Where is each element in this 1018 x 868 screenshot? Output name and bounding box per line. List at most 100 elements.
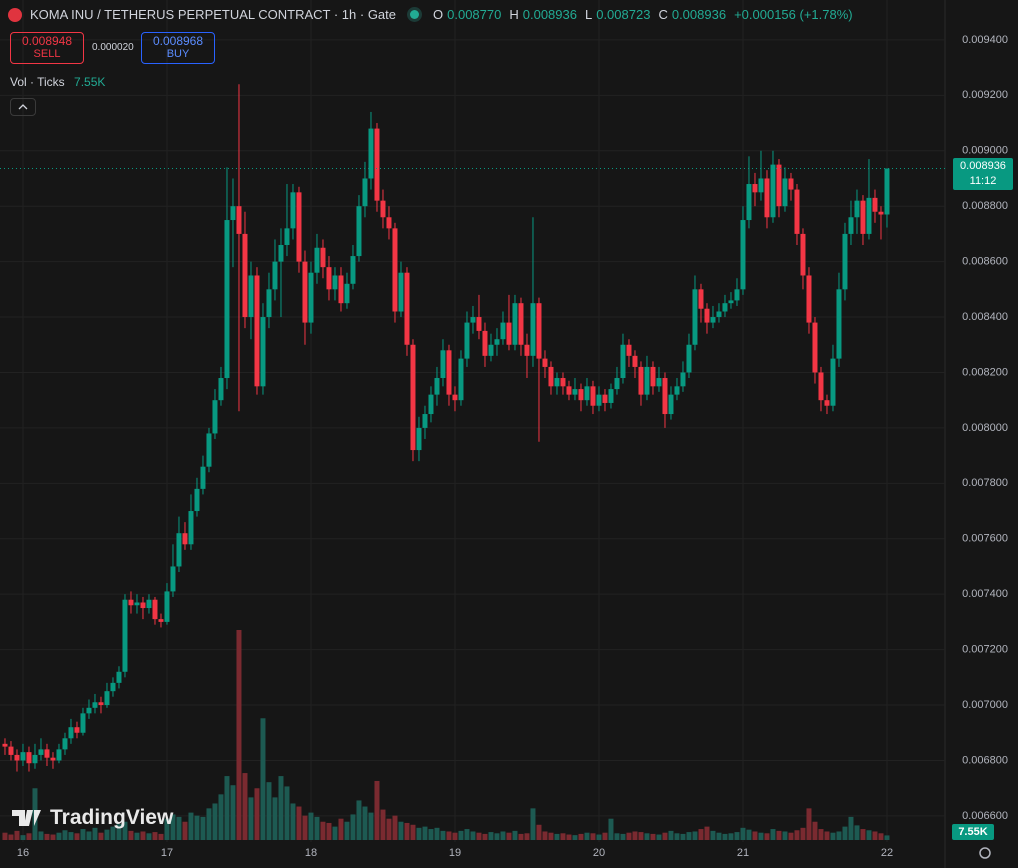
volume-bar	[488, 832, 494, 840]
sell-button[interactable]: 0.008948 SELL	[10, 32, 84, 64]
indicator-name: Vol · Ticks	[10, 75, 65, 89]
volume-bar	[704, 826, 710, 840]
candle-body	[128, 599, 134, 606]
ohlc-key: L	[584, 7, 593, 22]
volume-bar	[368, 812, 374, 840]
volume-bar	[758, 832, 764, 840]
volume-bar	[716, 832, 722, 840]
candle-body	[8, 746, 14, 755]
symbol-icon	[8, 7, 22, 22]
candle-body	[50, 757, 56, 761]
volume-bar	[866, 830, 872, 840]
candle-body	[632, 355, 638, 367]
candle-body	[290, 192, 296, 229]
volume-bar	[356, 800, 362, 840]
candle-body	[266, 289, 272, 318]
candle-body	[314, 247, 320, 273]
candle-body	[80, 713, 86, 733]
volume-bar	[440, 830, 446, 840]
volume-bar	[818, 829, 824, 840]
x-tick-label: 19	[449, 847, 461, 859]
settings-icon[interactable]	[979, 847, 991, 859]
volume-bar	[386, 818, 392, 840]
candle-body	[386, 217, 392, 229]
spread: 0.000020	[92, 42, 134, 53]
volume-bar	[272, 797, 278, 840]
candle-body	[458, 358, 464, 401]
candle-body	[584, 386, 590, 401]
candle-body	[428, 394, 434, 415]
volume-bar	[608, 818, 614, 840]
candle-body	[218, 378, 224, 401]
volume-bar	[380, 809, 386, 840]
candle-body	[404, 272, 410, 345]
candle-body	[212, 400, 218, 434]
volume-bar	[392, 815, 398, 840]
candle-body	[68, 727, 74, 739]
volume-bar	[50, 834, 56, 840]
candle-body	[242, 233, 248, 318]
candle-body	[230, 206, 236, 221]
symbol-title[interactable]: KOMA INU / TETHERUS PERPETUAL CONTRACT ·…	[30, 7, 396, 22]
candle-body	[644, 366, 650, 395]
candle-body	[302, 261, 308, 323]
volume-bar	[74, 833, 80, 840]
candle-body	[560, 378, 566, 387]
candle-body	[308, 272, 314, 323]
volume-bar	[542, 831, 548, 840]
candle-body	[26, 752, 32, 764]
candle-body	[824, 400, 830, 406]
collapse-button[interactable]	[10, 98, 36, 116]
volume-bar	[872, 831, 878, 840]
candle-body	[728, 300, 734, 304]
candle-body	[530, 303, 536, 356]
candle-body	[482, 330, 488, 356]
volume-bar	[854, 825, 860, 840]
volume-bar	[848, 816, 854, 840]
sell-price: 0.008948	[21, 34, 73, 48]
candle-body	[602, 394, 608, 403]
volume-bar	[776, 830, 782, 840]
volume-bar	[740, 827, 746, 840]
y-tick-label: 0.008600	[962, 256, 1008, 268]
volume-bar	[410, 824, 416, 840]
x-tick-label: 22	[881, 847, 893, 859]
candle-body	[32, 754, 38, 764]
y-tick-label: 0.007800	[962, 477, 1008, 489]
indicator-legend[interactable]: Vol · Ticks 7.55K	[10, 75, 105, 89]
candle-body	[842, 233, 848, 290]
candle-body	[320, 247, 326, 268]
volume-bar	[590, 833, 596, 840]
volume-bar	[584, 832, 590, 840]
last-price: 0.008936	[960, 160, 1006, 173]
candle-body	[668, 394, 674, 415]
volume-bar	[152, 832, 158, 840]
candle-body	[596, 394, 602, 406]
volume-bar	[266, 782, 272, 840]
volume-bar	[692, 831, 698, 840]
candle-body	[152, 599, 158, 620]
volume-bar	[98, 832, 104, 840]
candle-body	[806, 275, 812, 323]
volume-bar	[794, 830, 800, 840]
candle-body	[422, 414, 428, 428]
volume-bar	[524, 833, 530, 840]
y-tick-label: 0.007000	[962, 699, 1008, 711]
candle-body	[614, 378, 620, 390]
candle-body	[20, 752, 26, 761]
volume-bar	[824, 831, 830, 840]
volume-bar	[20, 835, 26, 840]
volume-bar	[644, 833, 650, 840]
candle-body	[884, 168, 890, 215]
candle-body	[662, 378, 668, 415]
volume-bar	[80, 829, 86, 840]
candle-body	[764, 178, 770, 218]
candle-body	[830, 358, 836, 406]
volume-bar	[110, 826, 116, 840]
buy-button[interactable]: 0.008968 BUY	[141, 32, 215, 64]
volume-bar	[134, 832, 140, 840]
chevron-icon	[18, 104, 28, 110]
volume-bar	[338, 818, 344, 840]
volume-bar	[62, 830, 68, 840]
